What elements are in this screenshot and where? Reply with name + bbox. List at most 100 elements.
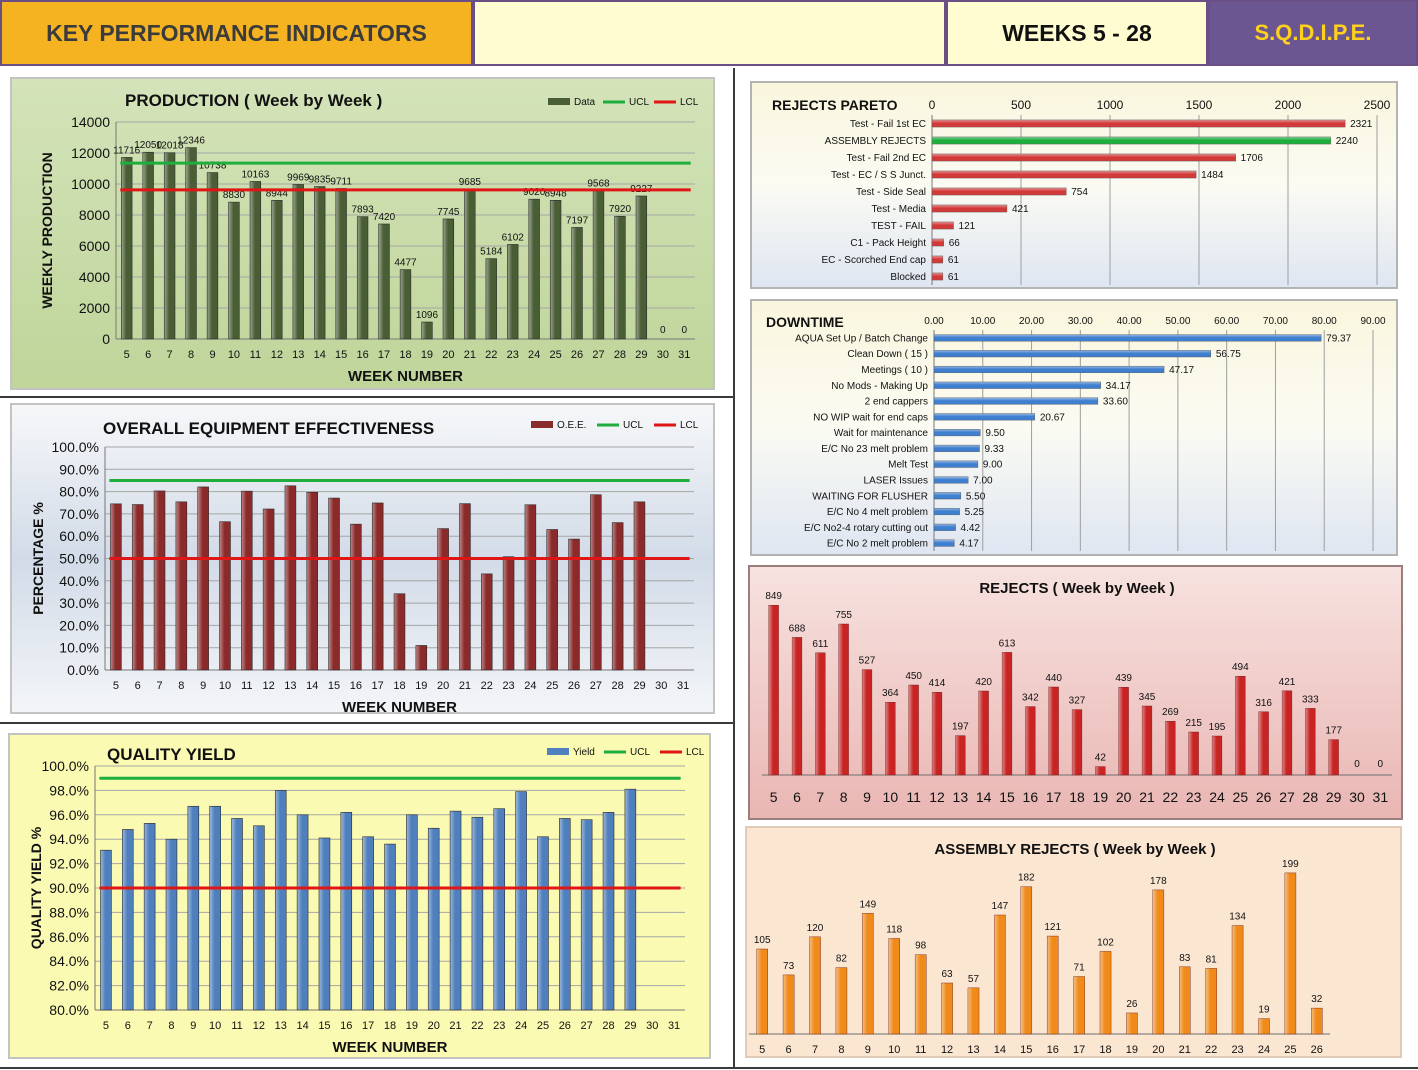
data-label: 195 xyxy=(1209,722,1226,733)
bar xyxy=(350,523,362,671)
bar xyxy=(371,502,384,671)
chart-title: REJECTS PARETO xyxy=(772,97,898,113)
y-tick-label: 4000 xyxy=(79,269,110,285)
x-axis-title: WEEK NUMBER xyxy=(333,1039,448,1056)
bar xyxy=(362,836,374,1011)
x-tick-label: 26 xyxy=(559,1020,571,1032)
rejects-weekly-chart: REJECTS ( Week by Week ) 5 849 6 688 7 611 8 755… xyxy=(762,580,1392,805)
bar xyxy=(318,837,331,1011)
x-tick-label: 18 xyxy=(1099,1044,1111,1056)
category-label: 2 end cappers xyxy=(865,397,928,408)
x-tick-label: 18 xyxy=(399,349,411,361)
category-label: Test - Fail 2nd EC xyxy=(847,153,926,164)
y-tick-label: 92.0% xyxy=(49,856,89,872)
bar xyxy=(791,637,803,776)
x-tick-label: 15 xyxy=(335,349,347,361)
data-label: 613 xyxy=(999,638,1016,649)
x-tick-label: 6 xyxy=(125,1020,131,1032)
data-label: 5184 xyxy=(480,247,503,258)
category-label: LASER Issues xyxy=(864,475,928,486)
x-tick-label: 11 xyxy=(250,349,261,361)
bar xyxy=(614,215,626,340)
bar xyxy=(1099,951,1112,1035)
bar xyxy=(1095,766,1106,776)
bar xyxy=(1179,966,1191,1035)
bar xyxy=(502,556,515,671)
bar xyxy=(931,170,1197,179)
bar xyxy=(635,195,648,340)
bar xyxy=(978,690,989,776)
data-label: 0 xyxy=(1378,759,1384,770)
data-label: 9.33 xyxy=(985,444,1005,455)
bar xyxy=(231,818,243,1011)
data-label: 61 xyxy=(948,272,960,283)
x-tick-label: 18 xyxy=(393,680,405,692)
bar xyxy=(933,460,979,468)
bar xyxy=(933,444,980,452)
x-tick-label: 6 xyxy=(135,680,141,692)
x-tick-label: 9 xyxy=(209,349,215,361)
header-title: KEY PERFORMANCE INDICATORS xyxy=(0,0,473,66)
bar xyxy=(756,948,768,1035)
data-label: 611 xyxy=(812,639,828,650)
bar xyxy=(175,501,188,671)
bar xyxy=(143,823,156,1011)
x-tick-label: 31 xyxy=(1373,789,1389,805)
x-tick-label: 15 xyxy=(328,680,340,692)
bar xyxy=(888,938,900,1035)
data-label: 327 xyxy=(1069,696,1086,707)
legend-label: UCL xyxy=(623,420,643,431)
category-label: EC - Scorched End cap xyxy=(822,255,927,266)
y-tick-label: 80.0% xyxy=(59,484,99,500)
category-label: E/C No 4 melt problem xyxy=(827,507,928,518)
x-tick-label: 23 xyxy=(502,680,514,692)
production-chart: PRODUCTION ( Week by Week )0200040006000… xyxy=(39,91,699,385)
bar xyxy=(464,188,476,340)
bar xyxy=(941,982,953,1035)
x-tick-label: 24 xyxy=(515,1020,527,1032)
bar xyxy=(493,808,506,1011)
x-tick-label: 25 xyxy=(1233,789,1249,805)
x-tick-label: 23 xyxy=(1186,789,1202,805)
bar xyxy=(228,201,240,340)
bar xyxy=(1141,705,1153,776)
row-divider-1 xyxy=(0,396,733,398)
bar xyxy=(815,652,826,776)
oee-chart-panel: OVERALL EQUIPMENT EFFECTIVENESS 0.0% 10.0%… xyxy=(10,403,715,716)
data-label: 83 xyxy=(1179,953,1191,964)
bar xyxy=(187,805,200,1011)
data-label: 9685 xyxy=(459,177,482,188)
data-label: 0 xyxy=(1354,759,1360,770)
x-tick-label: 14 xyxy=(314,349,326,361)
x-tick-label: 30 xyxy=(655,680,667,692)
x-tick-label: 23 xyxy=(493,1020,505,1032)
data-label: 19 xyxy=(1258,1005,1270,1016)
x-tick-label: 25 xyxy=(549,349,561,361)
x-tick-label: 30 xyxy=(657,349,669,361)
y-tick-label: 70.0% xyxy=(59,506,99,522)
bar xyxy=(933,492,962,500)
bar xyxy=(197,486,209,671)
category-label: Wait for maintenance xyxy=(834,428,929,439)
y-tick-label: 90.0% xyxy=(59,461,99,477)
data-label: 7745 xyxy=(437,207,460,218)
bar xyxy=(306,491,318,671)
x-tick-label: 16 xyxy=(1047,1044,1059,1056)
x-tick-label: 10 xyxy=(228,349,240,361)
data-label: 20.67 xyxy=(1040,412,1065,423)
x-tick-label: 25 xyxy=(546,680,558,692)
x-tick-label: 23 xyxy=(507,349,519,361)
x-tick-label: 10 xyxy=(888,1044,900,1056)
x-tick-label: 28 xyxy=(1303,789,1319,805)
bar xyxy=(427,827,440,1011)
data-label: 9969 xyxy=(287,172,310,183)
y-tick-label: 60.0% xyxy=(59,528,99,544)
data-label: 56.75 xyxy=(1216,349,1241,360)
bar xyxy=(1211,735,1223,776)
x-tick-label: 26 xyxy=(568,680,580,692)
x-tick-label: 11 xyxy=(906,789,921,805)
x-tick-label: 15 xyxy=(1020,1044,1032,1056)
chart-title: PRODUCTION ( Week by Week ) xyxy=(125,91,382,110)
rejects-pareto-panel: REJECTS PARETO 0 500 1000 1500 2000 2500 Test -… xyxy=(750,81,1398,289)
bar xyxy=(568,538,580,671)
